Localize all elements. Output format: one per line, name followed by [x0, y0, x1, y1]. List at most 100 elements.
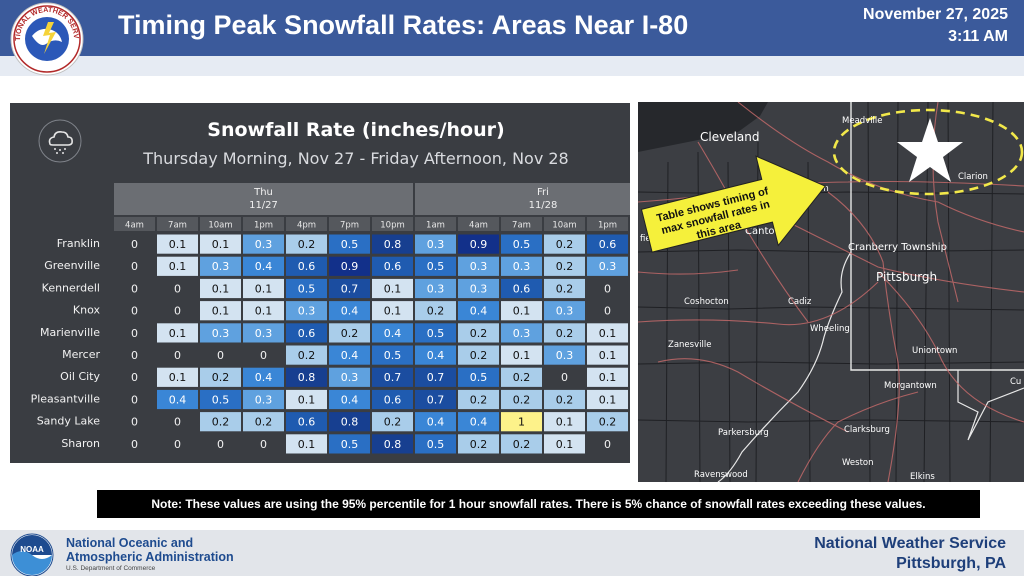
rate-cell-value: 0 [260, 349, 267, 362]
rate-cell [200, 367, 241, 387]
rate-cell [286, 323, 327, 343]
time-header-cell [544, 217, 585, 231]
rate-cell [243, 278, 284, 299]
rate-cell [286, 301, 327, 321]
map-city-label: Uniontown [912, 346, 958, 356]
map-city-label: Weston [842, 458, 874, 468]
rate-cell [458, 301, 499, 321]
rate-cell-value: 0 [217, 438, 224, 451]
rate-cell [372, 256, 413, 276]
issue-date-time: 3:11 AM [948, 28, 1008, 45]
snowfall-rate-panel: Snowfall Rate (inches/hour) Thursday Mor… [10, 103, 630, 463]
day-header-date: 11/27 [249, 200, 278, 211]
map-callout-arrow: Table shows timing of max snowfall rates… [640, 155, 827, 253]
rate-cell [243, 256, 284, 276]
day-header-cell [415, 183, 630, 215]
rate-cell-value: 0.1 [169, 238, 187, 251]
rate-cell-value: 0.4 [470, 416, 488, 429]
day-header-cell [114, 183, 413, 215]
rate-cell-value: 0.2 [384, 416, 402, 429]
rate-cell [501, 323, 542, 343]
rate-cell-value: 0.3 [255, 238, 273, 251]
issue-date-day: November 27, 2025 [863, 6, 1008, 23]
rate-cell-value: 0 [131, 260, 138, 273]
rate-cell [157, 367, 198, 387]
row-location-label: Knox [73, 304, 101, 317]
rate-cell-value: 0.5 [470, 371, 488, 384]
rate-cell-value: 0.5 [341, 438, 359, 451]
rate-cell [587, 412, 628, 432]
rate-cell [544, 323, 585, 343]
rate-cell-value: 0 [131, 438, 138, 451]
map-city-label: Clarion [958, 172, 988, 182]
rate-cell-value: 0.2 [470, 393, 488, 406]
rate-cell [415, 434, 456, 454]
rate-cell-value: 0.6 [384, 260, 402, 273]
rate-cell-value: 0.2 [556, 282, 574, 295]
rate-cell-value: 0 [131, 282, 138, 295]
time-header-cell [286, 217, 327, 231]
noaa-department: U.S. Department of Commerce [66, 565, 156, 572]
rate-cell-value: 0 [604, 282, 611, 295]
rate-cell [329, 412, 370, 432]
rate-cell-value: 0.2 [298, 238, 316, 251]
rate-cell [329, 389, 370, 410]
rate-cell-value: 0.7 [427, 371, 445, 384]
time-header-label: 1pm [598, 221, 617, 231]
rate-cell [544, 412, 585, 432]
noaa-name-line2: Atmospheric Administration [66, 550, 234, 564]
nws-logo-icon: NATIONAL WEATHER SERVICE [10, 2, 84, 76]
rate-cell-value: 0 [131, 416, 138, 429]
rate-cell-value: 0.2 [341, 327, 359, 340]
rate-cell-value: 0.1 [599, 349, 617, 362]
rate-cell-value: 0.1 [212, 282, 230, 295]
rate-cell [372, 301, 413, 321]
rate-cell-value: 0.2 [212, 416, 230, 429]
time-header-label: 4pm [297, 221, 316, 231]
time-header-label: 1pm [254, 221, 273, 231]
rate-cell-value: 0.3 [427, 238, 445, 251]
rate-cell [415, 278, 456, 299]
rate-cell [458, 278, 499, 299]
time-header-cell [157, 217, 198, 231]
map-city-label: Cleveland [700, 130, 760, 144]
rate-cell-value: 0 [174, 416, 181, 429]
rate-cell [415, 412, 456, 432]
noaa-logo-icon: NOAA [10, 533, 54, 576]
rate-cell [544, 234, 585, 254]
rate-cell-value: 0 [131, 305, 138, 318]
time-header-label: 4am [469, 221, 488, 231]
rate-cell [587, 345, 628, 365]
time-header-cell [200, 217, 241, 231]
rate-cell [501, 434, 542, 454]
rate-cell-value: 0.1 [255, 282, 273, 295]
map-city-label: Canton [745, 226, 781, 237]
rate-cell-value: 0.1 [599, 393, 617, 406]
footer-bar [0, 530, 1024, 576]
rate-cell-value: 0.4 [427, 349, 445, 362]
map-city-label: Cu [1010, 377, 1022, 387]
rate-cell-value: 0 [131, 393, 138, 406]
rate-cell [200, 234, 241, 254]
rate-cell [415, 301, 456, 321]
rate-cell-value: 0.1 [513, 305, 531, 318]
rate-cell-value: 0.3 [470, 260, 488, 273]
rate-cell-value: 0.1 [169, 327, 187, 340]
rate-cell-value: 0.5 [212, 393, 230, 406]
rate-cell-value: 0.4 [427, 416, 445, 429]
rate-cell-value: 0.1 [298, 393, 316, 406]
rate-cell [243, 389, 284, 410]
rate-cell-value: 0.3 [341, 371, 359, 384]
rate-cell-value: 0 [561, 371, 568, 384]
rate-cell-value: 0.4 [341, 305, 359, 318]
rate-cell [372, 234, 413, 254]
rate-cell [501, 301, 542, 321]
rate-cell-value: 0.4 [341, 393, 359, 406]
map-city-label: Elkins [910, 472, 935, 482]
rate-cell-value: 0.2 [212, 371, 230, 384]
rate-cell-value: 0.8 [341, 416, 359, 429]
rate-cell [544, 345, 585, 365]
rate-cell [243, 323, 284, 343]
row-location-label: Oil City [60, 370, 100, 383]
